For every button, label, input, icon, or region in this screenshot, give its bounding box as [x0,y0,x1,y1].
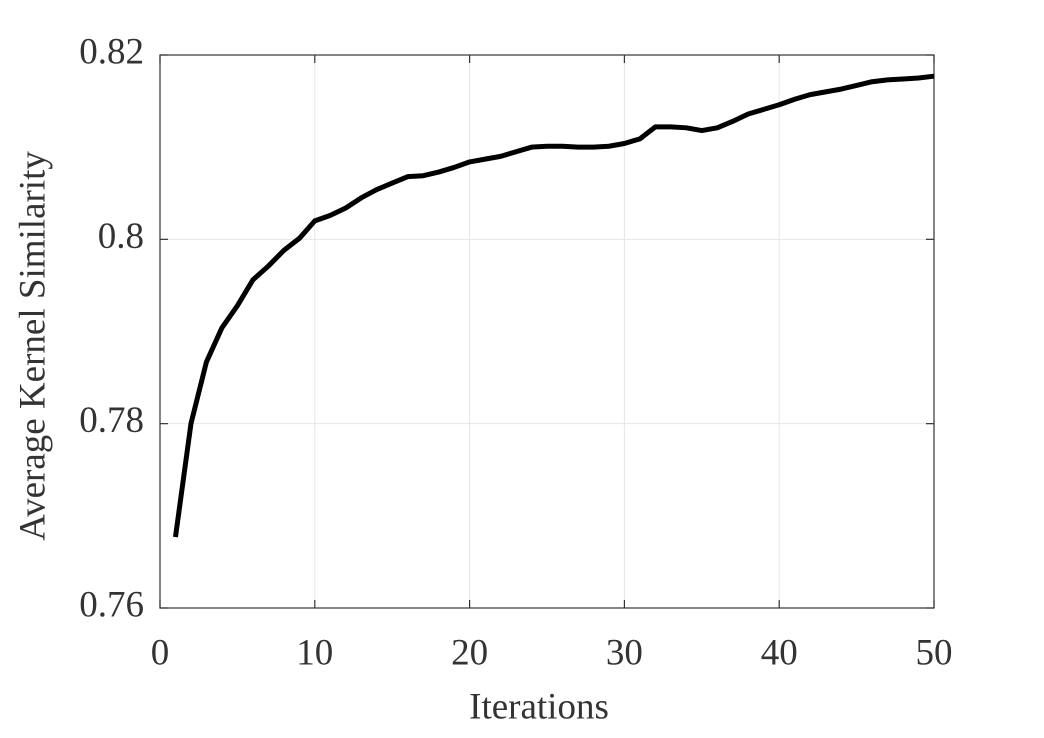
y-tick-label: 0.82 [79,31,144,72]
x-tick-label: 10 [296,632,333,673]
x-tick-label: 50 [916,632,953,673]
y-tick-label: 0.76 [79,584,144,625]
x-tick-label: 0 [151,632,170,673]
x-tick-label: 40 [761,632,798,673]
y-tick-label: 0.8 [98,216,144,257]
data-line [173,73,935,538]
x-axis-label: Iterations [469,686,609,727]
x-tick-label: 20 [451,632,488,673]
plot-frame [159,54,935,609]
x-tick-label: 30 [606,632,643,673]
y-tick-label: 0.78 [79,400,144,441]
y-axis-label: Average Kernel Similarity [12,151,53,541]
